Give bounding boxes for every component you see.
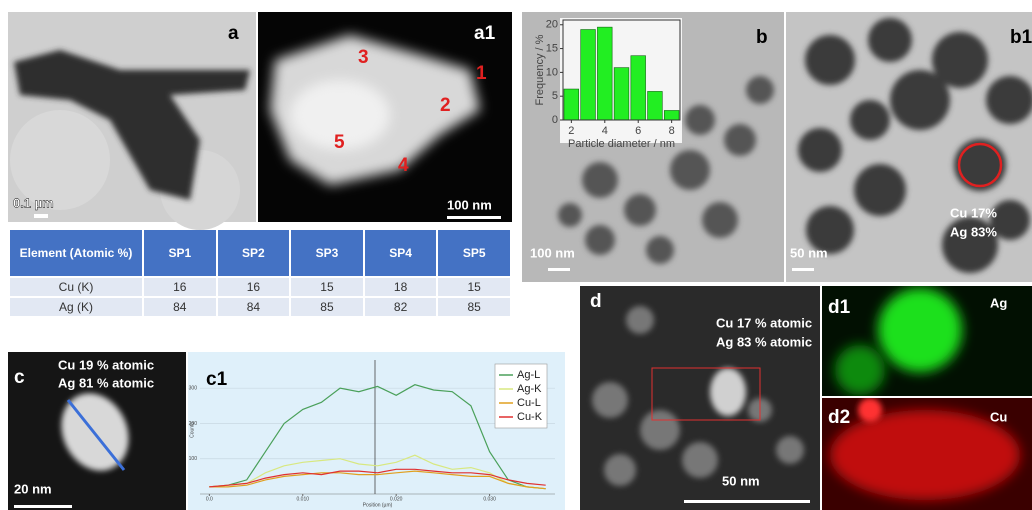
y-tick-label: 100 xyxy=(189,456,198,462)
legend-label: Ag-L xyxy=(517,369,540,381)
panel-text: d xyxy=(590,291,602,312)
bar xyxy=(631,56,646,120)
bar xyxy=(648,91,663,120)
legend-label: Cu-L xyxy=(517,397,541,409)
panel-text: 3 xyxy=(358,47,369,68)
panel-text: 50 nm xyxy=(722,473,760,488)
panel-text: b xyxy=(756,27,768,48)
header-cell: SP2 xyxy=(218,230,290,276)
x-tick-label: 0.010 xyxy=(297,496,310,502)
panel-text: a xyxy=(228,23,239,44)
panel-text: Cu 17 % atomic xyxy=(716,315,812,330)
page: {"panels": { "a": {"label": "a", "scale_… xyxy=(0,0,1032,510)
panel-text: d1 xyxy=(828,297,851,318)
image-b1 xyxy=(786,12,1032,282)
x-tick-label: 0.0 xyxy=(206,496,213,502)
table-cell: 15 xyxy=(438,278,510,296)
table-cell: Cu (K) xyxy=(10,278,142,296)
bar xyxy=(597,27,612,120)
panel-text: 2 xyxy=(440,95,451,116)
y-axis-label: Counts xyxy=(189,422,195,438)
x-tick-label: 6 xyxy=(635,125,641,137)
x-tick-label: 0.030 xyxy=(483,496,496,502)
panel-text: Ag 83 % atomic xyxy=(716,334,812,349)
table-cell: 16 xyxy=(144,278,216,296)
bar xyxy=(614,68,629,120)
y-tick-label: 10 xyxy=(546,66,558,78)
x-axis-label: Particle diameter / nm xyxy=(568,138,675,150)
panel-text: 4 xyxy=(398,155,409,176)
x-tick-label: 8 xyxy=(669,125,675,137)
panel-text: Ag xyxy=(990,295,1007,310)
panel-text: a1 xyxy=(474,23,496,44)
x-axis-label: Position (µm) xyxy=(363,502,393,508)
table-cell: 84 xyxy=(144,298,216,316)
legend-label: Cu-K xyxy=(517,411,543,423)
panel-text: 20 nm xyxy=(14,481,52,496)
panel-text: 0.1 µm xyxy=(13,195,54,210)
panel-text: 100 nm xyxy=(447,197,492,212)
y-tick-label: 15 xyxy=(546,42,558,54)
table-cell: 16 xyxy=(218,278,290,296)
x-tick-label: 4 xyxy=(602,125,608,137)
header-cell: SP1 xyxy=(144,230,216,276)
panel-text: Cu 19 % atomic xyxy=(58,357,154,372)
y-tick-label: 5 xyxy=(552,90,558,102)
panel-text: Cu 17% xyxy=(950,205,997,220)
x-tick-label: 2 xyxy=(568,125,574,137)
y-tick-label: 300 xyxy=(189,386,198,392)
panel-text: Ag 81 % atomic xyxy=(58,375,154,390)
y-tick-label: 20 xyxy=(546,19,558,31)
table-cell: 15 xyxy=(291,278,363,296)
panel-text: 1 xyxy=(476,63,487,84)
table-cell: 82 xyxy=(365,298,437,316)
panel-text: 5 xyxy=(334,132,345,153)
panel-text: b1 xyxy=(1010,27,1032,48)
panel-text: c1 xyxy=(206,369,228,390)
table-cell: Ag (K) xyxy=(10,298,142,316)
y-axis-label: Frequency / % xyxy=(534,34,546,105)
header-cell: Element (Atomic %) xyxy=(10,230,142,276)
panel-text: c xyxy=(14,367,25,388)
bar xyxy=(564,89,579,120)
header-cell: SP3 xyxy=(291,230,363,276)
header-cell: SP5 xyxy=(438,230,510,276)
bar xyxy=(581,30,596,120)
panel-text: Ag 83% xyxy=(950,224,997,239)
legend-label: Ag-K xyxy=(517,383,542,395)
table-cell: 84 xyxy=(218,298,290,316)
panel-text: Cu xyxy=(990,409,1007,424)
panel-text: d2 xyxy=(828,407,850,428)
table-cell: 85 xyxy=(291,298,363,316)
y-tick-label: 0 xyxy=(552,114,558,126)
panel-text: 50 nm xyxy=(790,245,828,260)
table-cell: 85 xyxy=(438,298,510,316)
bar xyxy=(664,110,679,120)
header-cell: SP4 xyxy=(365,230,437,276)
table-cell: 18 xyxy=(365,278,437,296)
panel-text: 100 nm xyxy=(530,245,575,260)
